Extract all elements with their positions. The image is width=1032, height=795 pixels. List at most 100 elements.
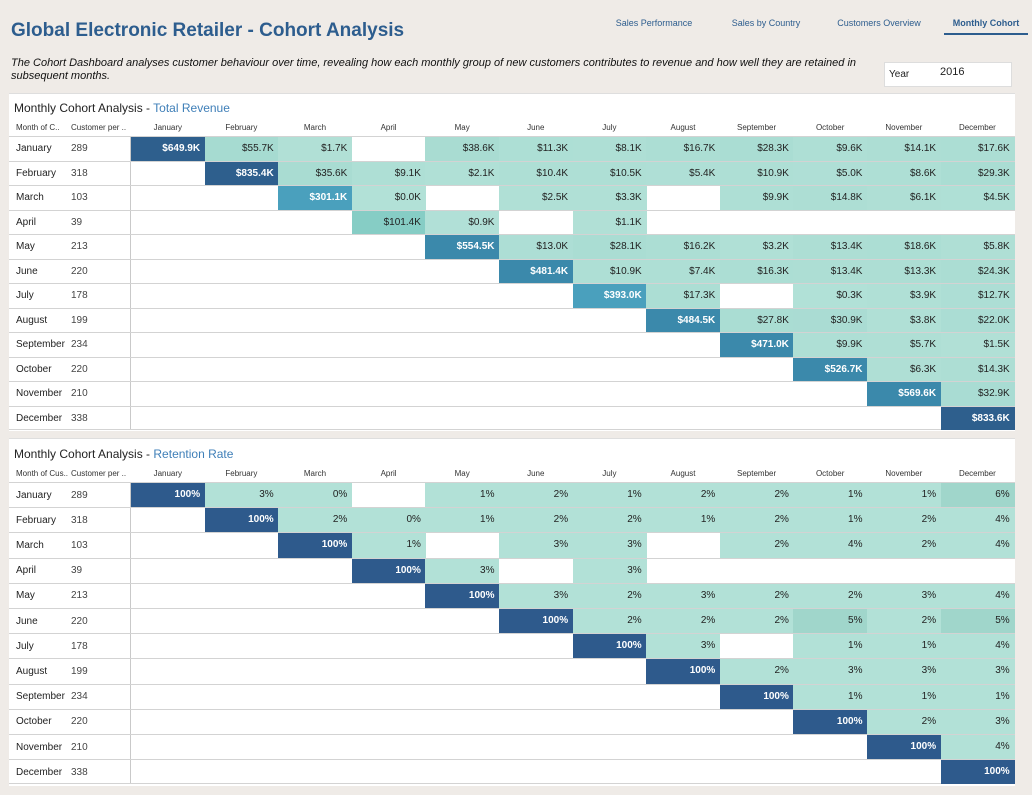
retention-cell[interactable]: 2% [867, 508, 942, 533]
revenue-cell[interactable]: $9.9K [719, 186, 794, 210]
revenue-cell[interactable]: $5.4K [646, 161, 721, 185]
column-header-month-june[interactable]: June [527, 123, 545, 132]
retention-cell[interactable]: 3% [646, 634, 721, 659]
revenue-cell[interactable]: $649.9K [131, 137, 206, 161]
retention-cell[interactable]: 2% [646, 483, 721, 508]
retention-cell[interactable]: 1% [793, 684, 868, 709]
retention-cell[interactable]: 1% [793, 483, 868, 508]
retention-cell[interactable]: 2% [867, 709, 942, 734]
retention-cell[interactable]: 2% [867, 609, 942, 634]
retention-cell[interactable]: 3% [793, 659, 868, 684]
column-header-month-february[interactable]: February [225, 123, 258, 132]
revenue-cell[interactable]: $5.8K [940, 235, 1015, 259]
retention-cell[interactable]: 3% [867, 583, 942, 608]
revenue-cell[interactable]: $6.1K [867, 186, 942, 210]
revenue-cell[interactable]: $13.4K [793, 235, 868, 259]
retention-cell[interactable]: 2% [499, 508, 574, 533]
retention-cell[interactable]: 6% [940, 483, 1015, 508]
revenue-cell[interactable]: $13.3K [867, 259, 942, 283]
revenue-cell[interactable]: $13.4K [793, 259, 868, 283]
year-filter-value[interactable]: 2016 [940, 66, 965, 78]
retention-cell[interactable]: 3% [572, 558, 647, 583]
column-header-month-july[interactable]: July [602, 123, 617, 132]
retention-cell[interactable]: 1% [793, 508, 868, 533]
revenue-cell[interactable]: $3.8K [867, 308, 942, 332]
revenue-cell[interactable]: $35.6K [278, 161, 353, 185]
retention-cell[interactable]: 2% [867, 533, 942, 558]
revenue-cell[interactable]: $32.9K [940, 382, 1015, 406]
column-header-month-january[interactable]: January [153, 469, 183, 478]
retention-cell[interactable]: 2% [719, 533, 794, 558]
column-header-month-october[interactable]: October [815, 469, 845, 478]
retention-cell[interactable]: 100% [646, 659, 721, 684]
revenue-cell[interactable]: $11.3K [499, 137, 574, 161]
revenue-cell[interactable]: $4.5K [940, 186, 1015, 210]
revenue-cell[interactable]: $484.5K [646, 308, 721, 332]
retention-cell[interactable]: 100% [572, 634, 647, 659]
retention-cell[interactable]: 1% [425, 508, 500, 533]
retention-cell[interactable]: 2% [719, 659, 794, 684]
retention-cell[interactable]: 1% [867, 634, 942, 659]
revenue-cell[interactable]: $22.0K [940, 308, 1015, 332]
column-header-month-april[interactable]: April [380, 469, 397, 478]
revenue-cell[interactable]: $55.7K [204, 137, 279, 161]
revenue-cell[interactable]: $16.2K [646, 235, 721, 259]
retention-cell[interactable]: 5% [793, 609, 868, 634]
revenue-cell[interactable]: $0.0K [351, 186, 426, 210]
column-header-customers[interactable]: Customer per .. [71, 469, 127, 478]
column-header-month-december[interactable]: December [958, 469, 996, 478]
revenue-cell[interactable]: $30.9K [793, 308, 868, 332]
retention-cell[interactable]: 4% [793, 533, 868, 558]
retention-cell[interactable]: 100% [867, 735, 942, 760]
retention-cell[interactable]: 4% [940, 508, 1015, 533]
retention-cell[interactable]: 1% [940, 684, 1015, 709]
retention-cell[interactable]: 5% [940, 609, 1015, 634]
revenue-cell[interactable]: $10.9K [719, 161, 794, 185]
column-header-month-march[interactable]: March [303, 469, 327, 478]
retention-cell[interactable]: 3% [499, 533, 574, 558]
revenue-cell[interactable]: $28.1K [572, 235, 647, 259]
retention-cell[interactable]: 3% [646, 583, 721, 608]
revenue-cell[interactable]: $471.0K [719, 333, 794, 357]
column-header-month-december[interactable]: December [958, 123, 996, 132]
column-header-month-february[interactable]: February [225, 469, 258, 478]
revenue-cell[interactable]: $526.7K [793, 357, 868, 381]
revenue-cell[interactable]: $1.7K [278, 137, 353, 161]
retention-cell[interactable]: 4% [940, 533, 1015, 558]
revenue-cell[interactable]: $28.3K [719, 137, 794, 161]
column-header-month[interactable]: Month of Cus.. [16, 469, 68, 478]
retention-cell[interactable]: 100% [204, 508, 279, 533]
column-header-month-october[interactable]: October [815, 123, 845, 132]
tab-sales-performance[interactable]: Sales Performance [615, 18, 693, 28]
column-header-month-november[interactable]: November [885, 123, 923, 132]
revenue-cell[interactable]: $1.5K [940, 333, 1015, 357]
revenue-cell[interactable]: $17.3K [646, 284, 721, 308]
revenue-cell[interactable]: $5.7K [867, 333, 942, 357]
revenue-cell[interactable]: $12.7K [940, 284, 1015, 308]
retention-cell[interactable]: 100% [351, 558, 426, 583]
revenue-cell[interactable]: $0.9K [425, 210, 500, 234]
column-header-month-april[interactable]: April [380, 123, 397, 132]
tab-sales-by-country[interactable]: Sales by Country [731, 18, 801, 28]
revenue-cell[interactable]: $7.4K [646, 259, 721, 283]
retention-cell[interactable]: 0% [351, 508, 426, 533]
retention-cell[interactable]: 1% [867, 684, 942, 709]
revenue-cell[interactable]: $13.0K [499, 235, 574, 259]
column-header-customers[interactable]: Customer per .. [71, 123, 127, 132]
retention-cell[interactable]: 2% [278, 508, 353, 533]
retention-cell[interactable]: 100% [131, 483, 206, 508]
revenue-cell[interactable]: $2.1K [425, 161, 500, 185]
retention-cell[interactable]: 4% [940, 583, 1015, 608]
revenue-cell[interactable]: $16.3K [719, 259, 794, 283]
revenue-cell[interactable]: $27.8K [719, 308, 794, 332]
column-header-month-may[interactable]: May [454, 469, 470, 478]
column-header-month[interactable]: Month of C.. [16, 123, 60, 132]
retention-cell[interactable]: 2% [719, 583, 794, 608]
retention-cell[interactable]: 100% [499, 609, 574, 634]
revenue-cell[interactable]: $24.3K [940, 259, 1015, 283]
revenue-cell[interactable]: $10.9K [572, 259, 647, 283]
retention-cell[interactable]: 1% [867, 483, 942, 508]
retention-cell[interactable]: 1% [425, 483, 500, 508]
tab-customers-overview[interactable]: Customers Overview [837, 18, 921, 28]
retention-cell[interactable]: 3% [940, 709, 1015, 734]
